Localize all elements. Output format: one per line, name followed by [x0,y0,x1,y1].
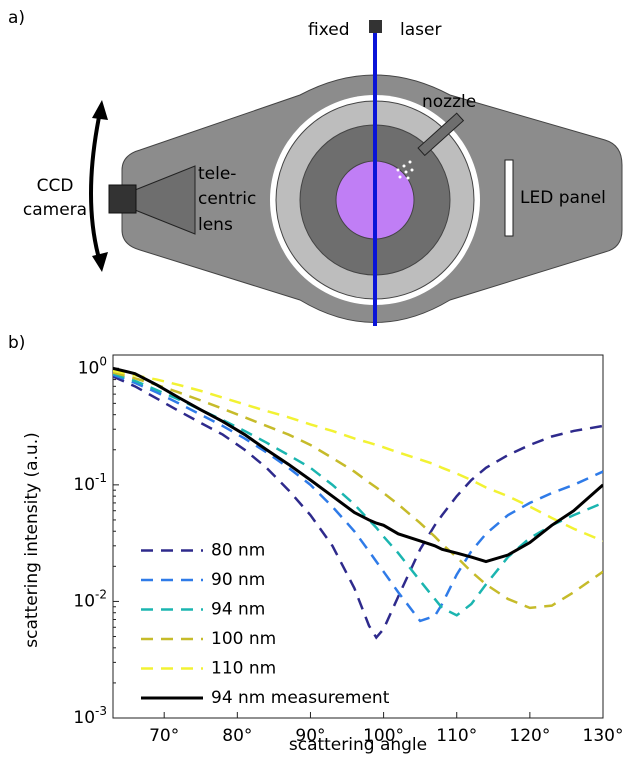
y-tick-label: 10-1 [73,470,107,495]
legend-label: 94 nm [211,600,265,620]
label: CCD [37,176,74,196]
legend-label: 94 nm measurement [211,688,390,708]
y-tick-label: 100 [78,354,107,379]
spray [396,160,414,180]
nozzle [417,112,465,157]
x-tick-label: 110° [436,726,477,746]
camera [108,184,137,214]
y-axis-label: scattering intensity (a.u.) [22,432,42,647]
label: camera [23,200,87,220]
legend-label: 80 nm [211,541,265,561]
label: tele- [198,164,236,184]
legend-label: 90 nm [211,570,265,590]
rotation-arrow [89,111,102,263]
label: fixed [308,20,350,40]
series-line [113,366,603,564]
x-tick-label: 120° [509,726,550,746]
label: LED panel [520,188,606,208]
label: laser [400,20,441,40]
led-panel [504,159,514,237]
legend-label: 110 nm [211,659,276,679]
x-tick-label: 130° [583,726,624,746]
panel-label: b) [8,333,25,353]
panel-label: a) [8,8,25,28]
laser-source [369,20,382,33]
series-line [113,373,603,623]
plot-lines [113,366,603,640]
series-line [113,369,603,543]
legend-label: 100 nm [211,629,276,649]
arrow-heads [92,100,108,272]
label: nozzle [422,92,476,112]
label: centric [198,189,256,209]
x-axis-label: scattering angle [289,735,427,755]
series-line [113,375,603,640]
y-tick-label: 10-3 [73,704,107,729]
plot-frame [112,354,604,719]
x-tick-label: 100° [363,726,404,746]
y-tick-label: 10-2 [73,587,107,612]
label: lens [198,215,233,235]
x-tick-label: 70° [149,726,179,746]
x-tick-label: 90° [295,726,325,746]
series-line [113,371,603,610]
x-tick-label: 80° [222,726,252,746]
